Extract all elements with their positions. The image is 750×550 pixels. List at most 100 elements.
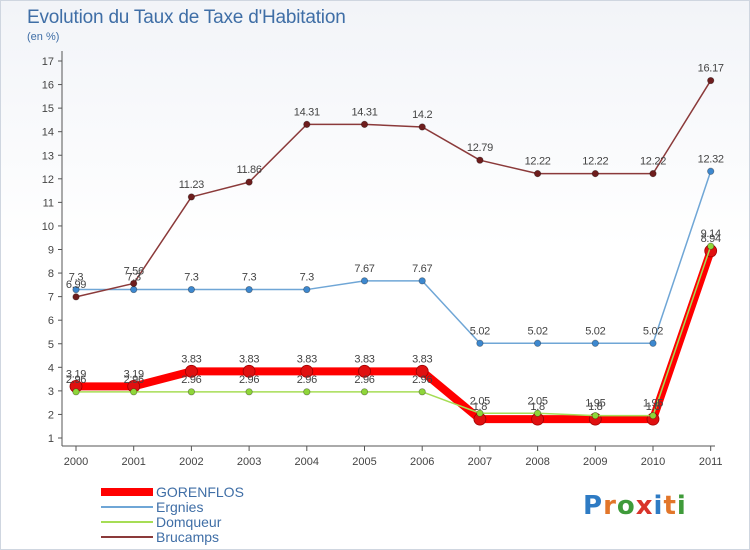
data-label-gorenflos: 1.8 xyxy=(473,401,488,413)
data-label-domqueur: 2.96 xyxy=(181,374,201,386)
data-label-ergnies: 5.02 xyxy=(527,325,547,337)
logo-letter: t xyxy=(663,491,677,521)
data-point-brucamps xyxy=(649,170,657,178)
data-point-ergnies xyxy=(130,285,138,294)
data-point-domqueur xyxy=(533,409,542,417)
data-label-domqueur: 2.05 xyxy=(527,395,547,407)
data-label-domqueur: 2.96 xyxy=(412,374,432,386)
data-point-domqueur xyxy=(418,388,426,396)
data-label-ergnies: 7.3 xyxy=(69,272,84,284)
legend-swatch xyxy=(101,488,153,496)
data-label-brucamps: 14.2 xyxy=(412,109,432,121)
data-point-domqueur xyxy=(245,388,253,396)
data-point-domqueur xyxy=(130,388,138,396)
data-point-gorenflos xyxy=(300,364,314,378)
data-label-domqueur: 1.95 xyxy=(585,398,605,410)
data-label-ergnies: 7.67 xyxy=(354,263,374,275)
data-label-ergnies: 7.3 xyxy=(126,272,141,284)
chart-title: Evolution du Taux de Taxe d'Habitation xyxy=(27,7,346,28)
chart-unit-label: (en %) xyxy=(27,31,60,43)
data-point-ergnies xyxy=(360,277,369,285)
y-tick-label: 2 xyxy=(48,409,54,421)
data-point-brucamps xyxy=(476,156,484,164)
data-point-brucamps xyxy=(707,76,715,85)
legend-label: Domqueur xyxy=(156,514,222,530)
legend-swatch xyxy=(101,506,153,508)
data-label-brucamps: 7.56 xyxy=(124,265,144,277)
data-label-domqueur: 2.96 xyxy=(354,374,374,386)
legend-label: Ergnies xyxy=(156,499,204,515)
series-line-ergnies xyxy=(75,170,712,345)
data-label-ergnies: 7.3 xyxy=(300,272,315,284)
data-point-gorenflos xyxy=(242,364,256,378)
data-point-ergnies xyxy=(533,339,542,347)
data-point-brucamps xyxy=(360,120,369,128)
data-point-domqueur xyxy=(187,388,195,396)
y-tick-label: 16 xyxy=(42,80,54,92)
data-point-gorenflos xyxy=(184,364,198,378)
data-label-brucamps: 14.31 xyxy=(294,106,320,118)
x-tick-label: 2009 xyxy=(583,456,607,468)
data-label-domqueur: 1.95 xyxy=(643,398,663,410)
data-point-brucamps xyxy=(72,293,80,301)
x-tick-label: 2000 xyxy=(64,456,88,468)
y-tick-label: 6 xyxy=(48,315,54,327)
y-tick-label: 1 xyxy=(48,433,54,445)
data-label-brucamps: 16.17 xyxy=(698,63,724,75)
x-tick-label: 2007 xyxy=(468,456,492,468)
logo-letter: o xyxy=(616,491,636,521)
data-label-domqueur: 2.05 xyxy=(470,395,490,407)
data-label-gorenflos: 1.8 xyxy=(646,401,661,413)
data-point-brucamps xyxy=(187,193,195,201)
data-point-domqueur xyxy=(476,409,484,417)
x-tick-label: 2003 xyxy=(237,456,261,468)
proxiti-logo: Proxiti xyxy=(583,491,687,521)
data-point-brucamps xyxy=(591,170,599,178)
x-tick-label: 2005 xyxy=(352,456,376,468)
data-point-ergnies xyxy=(303,285,311,294)
data-label-brucamps: 11.23 xyxy=(179,179,204,191)
data-label-gorenflos: 3.83 xyxy=(181,353,201,365)
y-tick-label: 10 xyxy=(42,221,54,233)
data-point-brucamps xyxy=(418,123,426,131)
y-tick-label: 14 xyxy=(42,127,54,139)
data-label-domqueur: 2.96 xyxy=(297,374,317,386)
data-point-ergnies xyxy=(591,339,599,347)
data-label-gorenflos: 8.94 xyxy=(701,233,721,245)
logo-letter: i xyxy=(653,491,664,521)
data-point-brucamps xyxy=(245,178,253,186)
data-point-ergnies xyxy=(649,339,657,347)
legend-swatch xyxy=(101,521,153,523)
data-label-ergnies: 5.02 xyxy=(470,325,490,337)
data-point-brucamps xyxy=(303,120,311,128)
data-label-ergnies: 5.02 xyxy=(585,325,605,337)
legend-swatch xyxy=(101,536,153,538)
data-point-ergnies xyxy=(476,339,484,347)
data-label-gorenflos: 1.8 xyxy=(588,401,603,413)
data-label-gorenflos: 3.19 xyxy=(66,368,86,380)
data-point-gorenflos xyxy=(415,364,429,378)
logo-letter: r xyxy=(603,491,617,521)
data-point-ergnies xyxy=(707,167,715,175)
series-line-brucamps xyxy=(75,79,712,298)
data-point-ergnies xyxy=(187,285,195,294)
logo-letter: P xyxy=(583,491,604,521)
data-point-ergnies xyxy=(418,277,426,285)
data-label-domqueur: 9.14 xyxy=(701,228,721,240)
data-label-brucamps: 11.86 xyxy=(236,164,261,176)
x-tick-label: 2002 xyxy=(179,456,203,468)
data-label-brucamps: 12.22 xyxy=(525,156,551,168)
y-tick-label: 4 xyxy=(48,362,54,374)
logo-letter: x xyxy=(635,491,654,521)
data-label-gorenflos: 3.83 xyxy=(297,353,317,365)
y-tick-label: 13 xyxy=(42,150,54,162)
x-tick-label: 2011 xyxy=(699,456,723,468)
data-point-domqueur xyxy=(303,388,311,396)
y-tick-label: 17 xyxy=(42,56,54,68)
data-label-brucamps: 6.99 xyxy=(66,279,86,291)
data-point-domqueur xyxy=(707,242,715,250)
data-point-ergnies xyxy=(245,285,253,294)
data-label-domqueur: 2.96 xyxy=(239,374,259,386)
data-point-domqueur xyxy=(591,412,599,420)
